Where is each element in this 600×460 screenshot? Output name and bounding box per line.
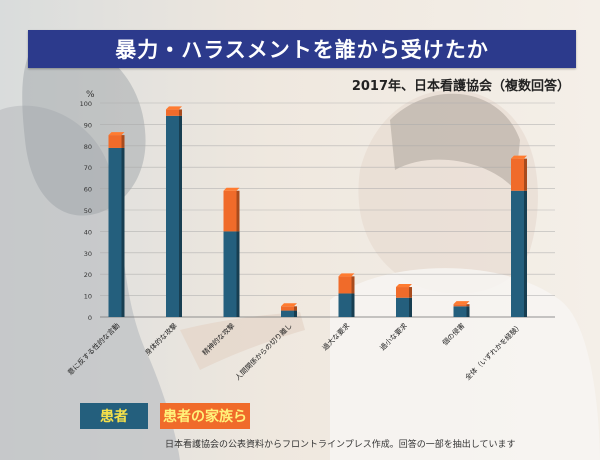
bar-patients-side bbox=[466, 306, 470, 317]
bar-patients bbox=[338, 293, 352, 317]
category-label: 過大な要求 bbox=[320, 321, 351, 352]
bar-patients-side bbox=[294, 310, 297, 317]
bar-patients bbox=[281, 310, 294, 317]
bar-family-side bbox=[351, 276, 355, 294]
bar-top bbox=[166, 106, 182, 110]
bar-patients bbox=[166, 115, 179, 317]
y-tick-label: 20 bbox=[84, 271, 92, 279]
category-label: 個の侵害 bbox=[440, 321, 466, 347]
bars bbox=[108, 106, 527, 317]
bar-patients-side bbox=[351, 293, 355, 317]
y-tick-label: 10 bbox=[84, 293, 92, 301]
bar-family bbox=[281, 306, 294, 311]
bar-top bbox=[108, 132, 125, 136]
category-label: 全体（いずれかを経験） bbox=[463, 321, 524, 382]
bar-family bbox=[338, 276, 352, 294]
y-tick-label: 80 bbox=[84, 143, 92, 151]
bar-family bbox=[108, 135, 122, 148]
bar-family-side bbox=[524, 158, 527, 191]
bar-top bbox=[223, 187, 240, 191]
category-label: 身体的な攻撃 bbox=[143, 321, 179, 357]
y-tick-label: 70 bbox=[84, 164, 92, 172]
category-label: 意に反する性的な言動 bbox=[66, 321, 122, 377]
y-tick-label: 60 bbox=[84, 186, 92, 194]
y-axis-unit: % bbox=[86, 90, 95, 100]
legend-family: 患者の家族ら bbox=[160, 403, 250, 429]
legend-patients: 患者 bbox=[80, 403, 148, 429]
bar-patients bbox=[453, 306, 467, 317]
bar-top bbox=[338, 273, 355, 277]
bar-family-side bbox=[294, 306, 297, 311]
chart-subtitle: 2017年、日本看護協会（複数回答） bbox=[351, 79, 570, 94]
bar-top bbox=[281, 303, 297, 307]
bar-patients-side bbox=[409, 297, 412, 317]
bar-family-side bbox=[121, 135, 125, 148]
bar-patients-side bbox=[236, 231, 240, 317]
bar-family-side bbox=[466, 304, 470, 307]
bar-patients bbox=[396, 297, 409, 317]
bar-patients bbox=[108, 147, 122, 317]
bar-patients-side bbox=[121, 147, 125, 317]
bar-family-side bbox=[236, 190, 240, 232]
bar-top bbox=[453, 301, 470, 305]
category-label: 精神的な攻撃 bbox=[200, 321, 236, 357]
y-tick-label: 40 bbox=[84, 228, 92, 236]
y-tick-label: 30 bbox=[84, 250, 92, 258]
bar-family bbox=[166, 109, 179, 116]
bar-patients bbox=[223, 231, 237, 317]
bar-patients-side bbox=[524, 190, 527, 317]
y-tick-label: 0 bbox=[88, 314, 92, 322]
y-axis: % 0 10 20 30 40 50 60 70 80 90 100 bbox=[80, 90, 555, 322]
bar-family bbox=[453, 304, 467, 307]
chart-title: 暴力・ハラスメントを誰から受けたか bbox=[28, 30, 576, 68]
footnote: 日本看護協会の公表資料からフロントラインプレス作成。回答の一部を抽出しています bbox=[165, 440, 516, 450]
bar-family bbox=[396, 287, 409, 298]
bar-family bbox=[223, 190, 237, 232]
category-label: 人間関係からの切り離し bbox=[233, 321, 294, 382]
y-tick-label: 100 bbox=[80, 100, 92, 108]
bar-top bbox=[396, 284, 412, 288]
bar-family-side bbox=[409, 287, 412, 298]
bar-patients bbox=[511, 190, 524, 317]
bar-family-side bbox=[179, 109, 182, 116]
y-tick-label: 90 bbox=[84, 121, 92, 129]
y-tick-label: 50 bbox=[84, 207, 92, 215]
bar-family bbox=[511, 158, 524, 191]
category-label: 過小な要求 bbox=[378, 321, 409, 352]
bar-top bbox=[511, 155, 527, 159]
bar-patients-side bbox=[179, 115, 182, 317]
